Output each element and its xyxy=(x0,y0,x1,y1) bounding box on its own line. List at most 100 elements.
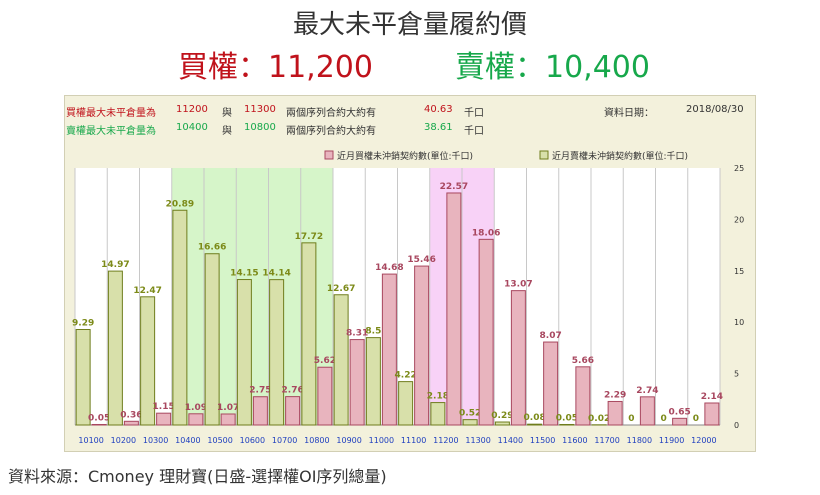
x-tick-label: 11200 xyxy=(433,436,458,445)
call-bar xyxy=(349,339,365,426)
put-bar xyxy=(269,279,285,426)
call-bar xyxy=(414,265,430,426)
put-value-label: 17.72 xyxy=(295,232,323,242)
call-bar xyxy=(446,192,462,426)
call-bar xyxy=(220,413,236,426)
put-bar xyxy=(140,296,156,426)
call-value-label: 1.15 xyxy=(153,402,175,412)
put-bar xyxy=(204,253,220,426)
put-max-oi-headline: 賣權：10,400 xyxy=(455,50,650,85)
data-source-footer: 資料來源：Cmoney 理財寶(日盛-選擇權OI序列總量) xyxy=(8,467,387,486)
put-bar xyxy=(494,421,510,426)
put-bar xyxy=(75,328,91,426)
x-tick-label: 10500 xyxy=(207,436,232,445)
put-bar xyxy=(398,381,414,426)
call-info-strike1: 11200 xyxy=(176,104,208,115)
y-tick-label: 5 xyxy=(734,370,739,379)
put-info-and: 與 xyxy=(222,126,232,137)
call-info-amount: 40.63 xyxy=(424,104,453,115)
put-info-strike2: 10800 xyxy=(244,122,276,133)
x-tick-label: 10600 xyxy=(240,436,265,445)
call-value-label: 2.14 xyxy=(701,392,723,402)
put-value-label: 0 xyxy=(628,414,634,424)
x-tick-label: 10800 xyxy=(304,436,329,445)
call-value-label: 0.05 xyxy=(88,413,110,423)
call-bar xyxy=(188,413,204,426)
put-bar xyxy=(301,242,317,426)
put-value-label: 12.67 xyxy=(327,284,355,294)
call-value-label: 5.62 xyxy=(314,356,336,366)
put-value-label: 0 xyxy=(693,414,699,424)
put-value-label: 0.05 xyxy=(556,413,578,423)
x-tick-label: 10100 xyxy=(78,436,103,445)
x-tick-label: 11400 xyxy=(498,436,523,445)
put-value-label: 16.66 xyxy=(198,243,226,253)
put-value-label: 9.29 xyxy=(72,318,94,328)
call-value-label: 1.07 xyxy=(217,403,239,413)
call-info-label: 買權最大未平倉量為 xyxy=(66,108,156,119)
call-value-label: 8.07 xyxy=(540,331,562,341)
x-tick-label: 11800 xyxy=(627,436,652,445)
put-value-label: 0.02 xyxy=(588,414,610,424)
call-bar xyxy=(478,238,494,426)
put-value-label: 2.18 xyxy=(427,392,449,402)
put-info-amount: 38.61 xyxy=(424,122,453,133)
put-value-label: 14.14 xyxy=(262,269,290,279)
call-bar xyxy=(639,396,655,426)
legend-call-swatch xyxy=(324,150,334,160)
call-bar xyxy=(252,396,268,426)
call-value-label: 15.46 xyxy=(407,255,435,265)
x-tick-label: 10900 xyxy=(336,436,361,445)
x-tick-label: 11000 xyxy=(369,436,394,445)
call-value-label: 14.68 xyxy=(375,263,403,273)
call-value-label: 1.09 xyxy=(185,403,207,413)
call-value-label: 2.29 xyxy=(604,390,626,400)
put-bar xyxy=(559,423,575,426)
call-bar xyxy=(285,396,301,426)
put-info-desc: 兩個序列合約大約有 xyxy=(286,126,376,137)
x-tick-label: 10300 xyxy=(143,436,168,445)
put-bar xyxy=(107,270,123,426)
call-bar xyxy=(381,273,397,426)
call-value-label: 2.75 xyxy=(249,386,271,396)
y-tick-label: 10 xyxy=(734,318,744,327)
x-tick-label: 11300 xyxy=(465,436,490,445)
x-tick-label: 11900 xyxy=(659,436,684,445)
call-bar xyxy=(575,366,591,426)
legend-put-swatch xyxy=(539,150,549,160)
call-info-and: 與 xyxy=(222,108,232,119)
put-value-label: 0.08 xyxy=(524,413,546,423)
x-tick-label: 10400 xyxy=(175,436,200,445)
call-bar xyxy=(91,423,107,426)
call-bar xyxy=(510,290,526,426)
call-info-unit: 千口 xyxy=(464,108,484,119)
legend-put-label: 近月賣權未沖銷契約數(單位:千口) xyxy=(552,150,688,162)
call-value-label: 8.31 xyxy=(346,329,368,339)
x-tick-label: 12000 xyxy=(691,436,716,445)
put-bar xyxy=(365,337,381,426)
put-value-label: 0 xyxy=(660,414,666,424)
put-info-label: 賣權最大未平倉量為 xyxy=(66,126,156,137)
put-info-unit: 千口 xyxy=(464,126,484,137)
put-info-strike1: 10400 xyxy=(176,122,208,133)
call-bar xyxy=(123,420,139,426)
put-value-label: 12.47 xyxy=(133,286,161,296)
x-tick-label: 11600 xyxy=(562,436,587,445)
call-bar xyxy=(672,417,688,426)
call-value-label: 5.66 xyxy=(572,356,594,366)
put-value-label: 14.15 xyxy=(230,269,258,279)
date-label: 資料日期： xyxy=(604,108,654,119)
call-info-strike2: 11300 xyxy=(244,104,276,115)
call-max-oi-headline: 買權：11,200 xyxy=(178,50,373,85)
call-value-label: 0.36 xyxy=(120,410,142,420)
call-value-label: 2.76 xyxy=(282,386,304,396)
y-tick-label: 20 xyxy=(734,215,744,224)
page-title: 最大未平倉量履約價 xyxy=(292,10,527,40)
y-tick-label: 15 xyxy=(734,267,744,276)
put-bar xyxy=(527,423,543,426)
put-bar xyxy=(430,402,446,426)
x-tick-label: 11500 xyxy=(530,436,555,445)
call-bar xyxy=(543,341,559,426)
put-value-label: 20.89 xyxy=(166,199,194,209)
x-tick-label: 10700 xyxy=(272,436,297,445)
